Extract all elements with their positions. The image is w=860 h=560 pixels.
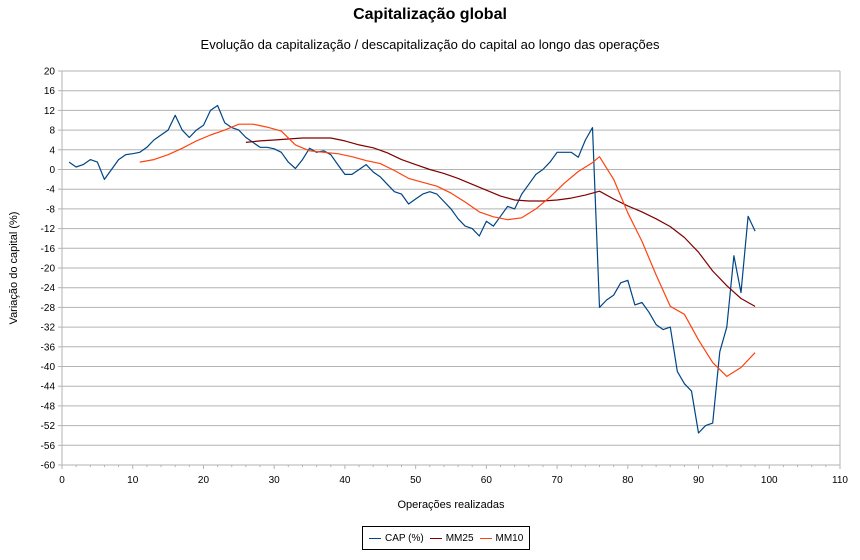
y-tick-label: -40: [41, 362, 56, 373]
chart-subtitle: Evolução da capitalização / descapitaliz…: [200, 37, 660, 52]
y-axis-label: Variação do capital (%): [8, 211, 20, 325]
x-tick-label: 40: [339, 475, 351, 486]
y-tick-label: 12: [44, 106, 56, 117]
series-line-cap: [68, 104, 756, 434]
legend-label-cap: CAP (%): [385, 532, 424, 544]
x-tick-label: 110: [832, 475, 848, 486]
legend-label-mm10: MM10: [495, 532, 524, 544]
series-line-mm10: [139, 123, 756, 377]
y-tick-label: -28: [41, 303, 56, 314]
legend-item-cap: CAP (%): [369, 533, 424, 544]
legend-item-mm10: MM10: [479, 532, 524, 544]
series-line-mm25: [245, 137, 756, 307]
y-tick-label: -16: [41, 244, 56, 255]
y-tick-label: -24: [41, 283, 56, 294]
y-tick-label: -32: [41, 323, 56, 334]
y-tick-label: -56: [41, 441, 56, 452]
y-tick-label: -48: [41, 401, 56, 412]
chart-title: Capitalização global: [353, 6, 507, 23]
x-tick-label: 50: [410, 475, 422, 486]
legend: CAP (%) MM25 MM10: [362, 526, 531, 550]
x-tick-label: 100: [761, 475, 778, 486]
x-tick-label: 70: [552, 475, 564, 486]
y-tick-labels: 20 16 12 8 4 0 -4 -8 -12 -16 -20 -24 -28 -32 -36 -40 -44…: [41, 67, 56, 472]
x-tick-label: 10: [127, 475, 139, 486]
x-tick-label: 0: [59, 475, 65, 486]
legend-swatch-mm10: [479, 537, 492, 539]
y-tick-label: 4: [49, 145, 55, 156]
x-tick-label: 20: [198, 475, 210, 486]
line-chart: 201612840-4-8-12-16-20-24-28-32-36-40-44…: [41, 67, 849, 487]
x-axis-label: Operações realizadas: [397, 499, 505, 511]
y-tick-label: -60: [41, 461, 56, 472]
x-tick-label: 90: [693, 475, 705, 486]
axes: [58, 70, 841, 469]
y-tick-label: -44: [41, 382, 56, 393]
y-tick-label: 20: [44, 67, 56, 78]
x-tick-label: 60: [481, 475, 493, 486]
grid-lines: [62, 70, 840, 466]
y-tick-label: 0: [49, 165, 55, 176]
y-tick-label: -4: [46, 185, 55, 196]
x-tick-labels: 0 10 20 30 40 50 60 70 80 90 100 110: [59, 475, 848, 486]
y-tick-label: -36: [41, 342, 56, 353]
x-tick-label: 80: [622, 475, 634, 486]
legend-swatch-cap: [369, 537, 381, 539]
y-tick-label: -8: [46, 204, 55, 215]
series-lines: [68, 104, 756, 434]
x-tick-label: 30: [269, 475, 281, 486]
legend-label-mm25: MM25: [445, 532, 474, 544]
y-tick-label: 16: [44, 86, 56, 97]
legend-item-mm25: MM25: [429, 532, 474, 544]
legend-swatch-mm25: [429, 537, 442, 539]
y-tick-label: -52: [41, 421, 56, 432]
y-tick-label: -20: [41, 264, 56, 275]
y-tick-label: 8: [49, 126, 55, 137]
y-tick-label: -12: [41, 224, 56, 235]
